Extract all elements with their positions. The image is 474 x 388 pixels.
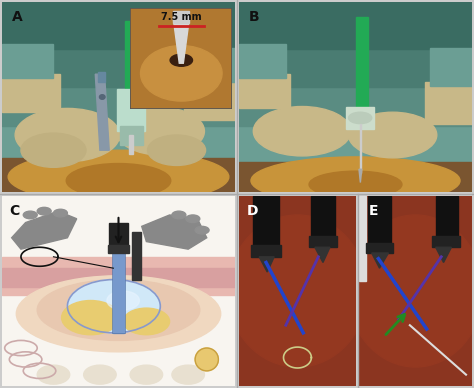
- Bar: [239, 74, 291, 108]
- Ellipse shape: [15, 108, 119, 162]
- Ellipse shape: [23, 211, 37, 219]
- Ellipse shape: [130, 365, 163, 384]
- Polygon shape: [142, 215, 207, 249]
- Polygon shape: [372, 253, 389, 268]
- Bar: [188, 48, 235, 82]
- Bar: [119, 126, 143, 145]
- Bar: [98, 72, 105, 82]
- Ellipse shape: [147, 135, 206, 165]
- Ellipse shape: [172, 365, 204, 384]
- Bar: [183, 78, 235, 120]
- Polygon shape: [315, 247, 330, 262]
- Text: C: C: [9, 204, 19, 218]
- Ellipse shape: [21, 133, 86, 167]
- Bar: [2, 257, 235, 295]
- Bar: [430, 48, 472, 86]
- Bar: [118, 89, 145, 131]
- Ellipse shape: [16, 276, 221, 352]
- Ellipse shape: [107, 291, 139, 310]
- Bar: [366, 244, 393, 253]
- Bar: [2, 74, 60, 112]
- Ellipse shape: [141, 45, 222, 101]
- Bar: [239, 164, 472, 192]
- Ellipse shape: [83, 365, 116, 384]
- Bar: [2, 2, 235, 50]
- Ellipse shape: [37, 365, 70, 384]
- Polygon shape: [95, 74, 109, 150]
- Bar: [108, 245, 129, 253]
- Bar: [173, 11, 190, 23]
- Bar: [253, 196, 279, 253]
- Ellipse shape: [66, 164, 171, 198]
- Polygon shape: [359, 169, 362, 183]
- Bar: [129, 135, 133, 154]
- Bar: [425, 82, 472, 124]
- Text: 7.5 mm: 7.5 mm: [161, 12, 201, 22]
- Ellipse shape: [253, 107, 351, 156]
- Ellipse shape: [123, 308, 170, 335]
- Ellipse shape: [228, 215, 367, 367]
- Bar: [126, 21, 138, 120]
- Bar: [2, 158, 235, 192]
- Polygon shape: [436, 247, 451, 262]
- Bar: [239, 88, 472, 126]
- Bar: [2, 126, 235, 164]
- Bar: [111, 228, 126, 333]
- Ellipse shape: [8, 150, 229, 203]
- Ellipse shape: [186, 215, 200, 223]
- Ellipse shape: [309, 171, 402, 198]
- Ellipse shape: [251, 157, 460, 204]
- Bar: [239, 2, 472, 50]
- Ellipse shape: [172, 211, 186, 219]
- Bar: [356, 17, 368, 116]
- Bar: [432, 236, 460, 247]
- Bar: [2, 268, 235, 287]
- Text: A: A: [12, 10, 22, 24]
- Ellipse shape: [195, 226, 209, 234]
- Bar: [239, 162, 472, 192]
- Text: E: E: [368, 204, 378, 218]
- Circle shape: [100, 95, 105, 99]
- Ellipse shape: [348, 112, 437, 158]
- Bar: [360, 124, 361, 173]
- Bar: [239, 44, 286, 78]
- Ellipse shape: [37, 207, 51, 215]
- Bar: [2, 49, 235, 87]
- Bar: [309, 236, 337, 247]
- Bar: [2, 88, 235, 126]
- Polygon shape: [173, 18, 190, 63]
- Text: D: D: [246, 204, 258, 218]
- Ellipse shape: [67, 280, 160, 333]
- Ellipse shape: [62, 300, 119, 335]
- Ellipse shape: [37, 280, 200, 340]
- Ellipse shape: [170, 54, 192, 66]
- Ellipse shape: [54, 209, 67, 217]
- Bar: [359, 196, 366, 282]
- Ellipse shape: [195, 348, 219, 371]
- Polygon shape: [259, 257, 274, 272]
- Bar: [239, 126, 472, 164]
- Ellipse shape: [348, 112, 372, 124]
- Bar: [346, 107, 374, 129]
- Bar: [109, 223, 128, 249]
- Ellipse shape: [116, 107, 204, 155]
- Ellipse shape: [348, 215, 474, 367]
- Bar: [239, 49, 472, 87]
- Bar: [113, 228, 124, 333]
- Bar: [2, 44, 54, 78]
- Bar: [132, 232, 141, 280]
- Bar: [368, 196, 391, 249]
- Polygon shape: [12, 211, 77, 249]
- Bar: [436, 196, 458, 242]
- Bar: [251, 245, 281, 257]
- Text: B: B: [249, 10, 259, 24]
- Bar: [311, 196, 335, 244]
- Bar: [2, 164, 235, 192]
